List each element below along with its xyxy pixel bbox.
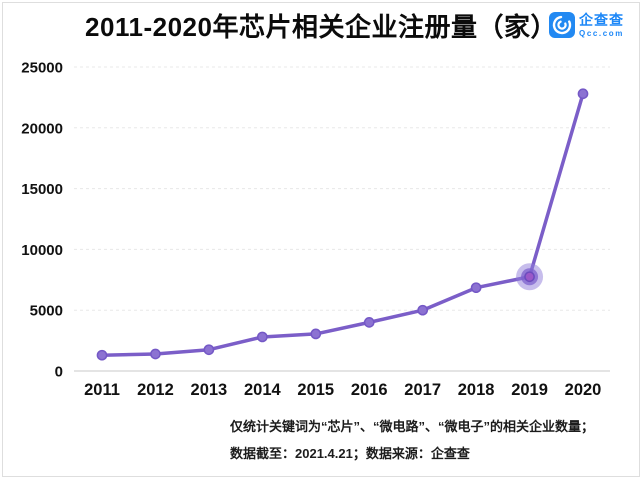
y-axis-tick-label: 5000 — [30, 303, 63, 320]
x-axis-tick-label: 2017 — [404, 381, 441, 399]
x-axis-tick-label: 2019 — [511, 381, 548, 399]
data-point-2017[interactable] — [417, 304, 429, 316]
x-axis-tick-label: 2014 — [244, 381, 282, 399]
data-point-2016[interactable] — [363, 317, 375, 328]
data-point-2011[interactable] — [96, 349, 108, 361]
data-point-2013[interactable] — [203, 344, 215, 356]
y-axis-tick-label: 25000 — [21, 60, 63, 77]
y-axis-tick-label: 15000 — [21, 181, 63, 198]
y-axis-tick-label: 0 — [55, 364, 63, 381]
data-point-2018[interactable] — [470, 282, 482, 294]
data-point-2019[interactable] — [524, 271, 535, 283]
data-point-2014[interactable] — [256, 331, 268, 343]
x-axis-tick-label: 2011 — [84, 381, 120, 399]
x-axis-tick-label: 2012 — [137, 381, 174, 399]
x-axis-tick-label: 2015 — [297, 381, 334, 399]
data-point-2015[interactable] — [310, 328, 322, 340]
qcc-logo: 企查查 Qcc.com — [549, 12, 624, 38]
x-axis-tick-label: 2016 — [351, 381, 388, 399]
x-axis-tick-label: 2020 — [565, 381, 602, 399]
y-axis-tick-label: 20000 — [21, 120, 63, 137]
x-axis-tick-label: 2018 — [458, 381, 495, 399]
chart-card — [2, 2, 640, 477]
qcc-logo-name: 企查查 — [579, 11, 624, 28]
qcc-logo-domain: Qcc.com — [579, 28, 624, 38]
footer-note-line1: 仅统计关键词为“芯片”、“微电路”、“微电子”的相关企业数量； — [230, 419, 595, 434]
chart-title: 2011-2020年芯片相关企业注册量（家） — [85, 12, 557, 42]
footer-note: 仅统计关键词为“芯片”、“微电路”、“微电子”的相关企业数量； 数据截至：202… — [230, 413, 594, 467]
data-point-2012[interactable] — [150, 348, 161, 360]
x-axis-tick-label: 2013 — [191, 381, 228, 399]
footer-note-line2: 数据截至：2021.4.21；数据来源：企查查 — [230, 446, 470, 461]
series-line — [100, 92, 585, 357]
data-point-2020[interactable] — [577, 88, 589, 100]
y-axis-tick-label: 10000 — [21, 242, 63, 259]
qcc-logo-icon — [549, 12, 575, 38]
